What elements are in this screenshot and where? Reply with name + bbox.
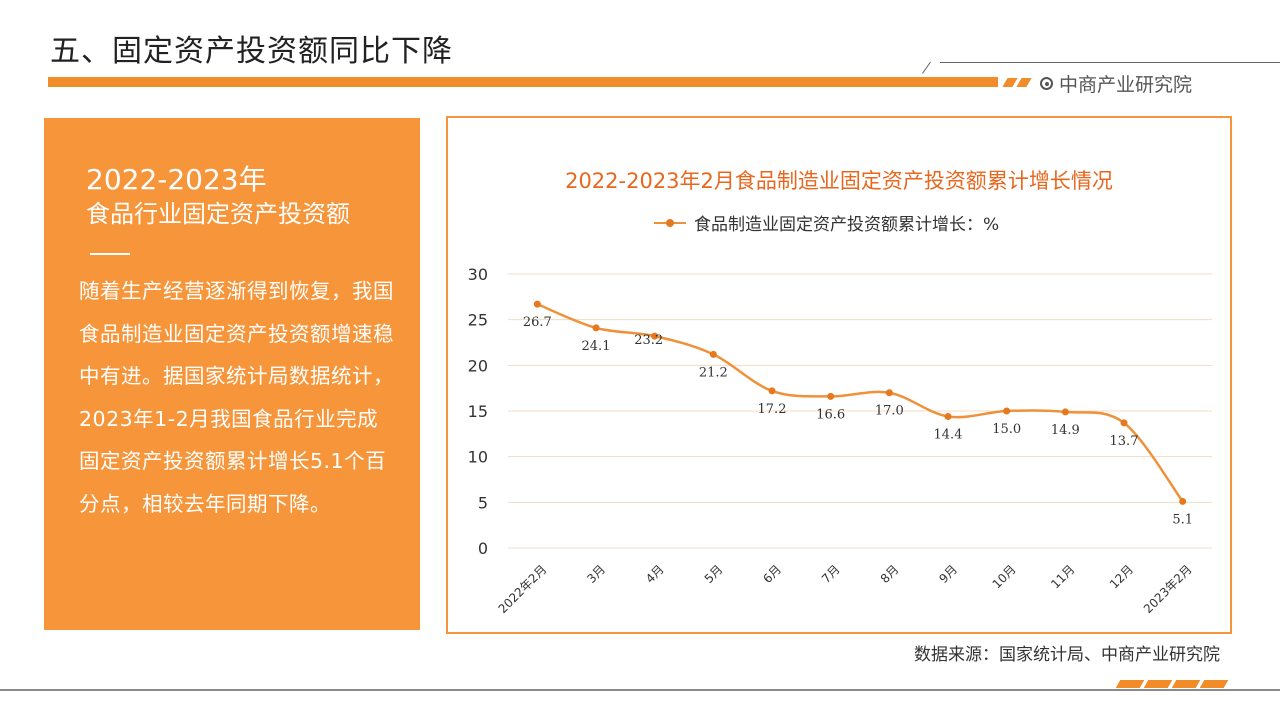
x-tick-label: 7月 <box>819 562 843 586</box>
chart-title: 2022-2023年2月食品制造业固定资产投资额累计增长情况 <box>565 169 1113 193</box>
x-tick-label: 10月 <box>990 562 1019 591</box>
brand-name: 中商产业研究院 <box>1059 74 1193 96</box>
data-point <box>768 387 776 395</box>
data-label: 23.2 <box>634 333 663 348</box>
panel-dash <box>90 253 130 255</box>
x-tick-label: 8月 <box>878 562 902 586</box>
y-tick-label: 10 <box>468 448 488 467</box>
y-tick-label: 5 <box>478 493 488 512</box>
data-label: 17.0 <box>875 404 904 419</box>
x-tick-label: 11月 <box>1048 562 1077 591</box>
data-point <box>827 392 835 400</box>
data-point <box>533 300 541 308</box>
footer-line <box>0 689 1280 691</box>
y-tick-label: 25 <box>468 311 488 330</box>
x-tick-label: 9月 <box>936 562 960 586</box>
chart-legend: 食品制造业固定资产投资额累计增长：% <box>654 210 999 235</box>
data-point <box>709 350 717 358</box>
data-label: 21.2 <box>699 365 728 380</box>
target-icon <box>1040 77 1053 90</box>
brand: 中商产业研究院 <box>1040 70 1192 97</box>
y-tick-label: 30 <box>468 265 488 284</box>
data-label: 13.7 <box>1110 434 1139 449</box>
stripe-decoration <box>1002 78 1032 87</box>
data-label: 16.6 <box>816 407 845 422</box>
legend-label: 食品制造业固定资产投资额累计增长：% <box>694 215 1000 235</box>
data-source: 数据来源：国家统计局、中商产业研究院 <box>914 645 1220 665</box>
x-tick-label: 6月 <box>760 562 784 586</box>
data-point <box>1061 408 1069 416</box>
data-point <box>651 332 659 340</box>
panel-subtitle: 食品行业固定资产投资额 <box>86 200 350 228</box>
x-tick-label: 12月 <box>1107 562 1136 591</box>
header-divider <box>940 62 1280 63</box>
y-tick-label: 20 <box>468 356 488 375</box>
data-point <box>1120 419 1128 427</box>
data-label: 5.1 <box>1172 512 1193 527</box>
y-tick-label: 15 <box>468 402 488 421</box>
panel-body: 随着生产经营逐渐得到恢复，我国食品制造业固定资产投资额增速稳中有进。据国家统计局… <box>79 279 394 516</box>
data-point <box>944 412 952 420</box>
chart-container: 2022-2023年2月食品制造业固定资产投资额累计增长情况 食品制造业固定资产… <box>446 116 1232 634</box>
x-tick-label: 2023年2月 <box>1141 562 1195 616</box>
data-label: 17.2 <box>758 402 787 417</box>
title-underline <box>48 77 998 87</box>
data-point <box>592 324 600 332</box>
footer-stripes <box>1115 680 1229 688</box>
data-label: 26.7 <box>523 315 552 330</box>
line-chart: 0 5 10 15 20 25 30 26.7 24.1 23.2 21.2 17.2 16.6 17.0… <box>468 265 1212 616</box>
data-label: 24.1 <box>582 339 611 354</box>
data-point <box>885 389 893 397</box>
x-tick-label: 4月 <box>643 562 667 586</box>
page-title: 五、固定资产投资额同比下降 <box>50 34 453 69</box>
x-tick-label: 2022年2月 <box>496 562 550 616</box>
data-point <box>1179 497 1187 505</box>
summary-panel: 2022-2023年 食品行业固定资产投资额 随着生产经营逐渐得到恢复，我国食品… <box>44 118 420 630</box>
x-tick-label: 3月 <box>584 562 608 586</box>
legend-swatch <box>654 217 686 229</box>
y-tick-label: 0 <box>478 539 488 558</box>
x-tick-label: 5月 <box>702 562 726 586</box>
panel-year: 2022-2023年 <box>86 163 267 196</box>
data-label: 14.9 <box>1051 423 1080 438</box>
data-label: 14.4 <box>934 427 963 442</box>
data-label: 15.0 <box>992 422 1021 437</box>
data-point <box>1003 407 1011 415</box>
